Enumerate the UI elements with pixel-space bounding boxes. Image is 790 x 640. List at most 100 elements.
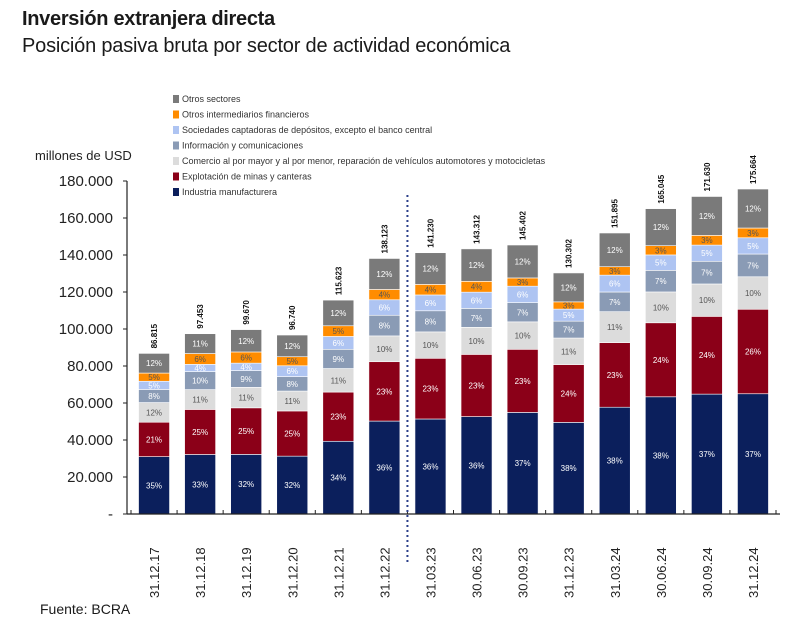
bar-segment <box>230 407 262 455</box>
bar-segment <box>322 391 355 442</box>
segment-label: 10% <box>422 341 438 350</box>
legend-label: Otros sectores <box>182 94 241 104</box>
segment-label: 3% <box>609 267 621 276</box>
bar-segment <box>552 364 585 423</box>
x-axis: 31.12.17 31.12.18 31.12.19 31.12.20 31.12.21… <box>127 195 780 598</box>
x-tick-label: 30.06.23 <box>470 547 485 598</box>
segment-label: 33% <box>192 480 208 489</box>
bar-segment <box>368 361 401 422</box>
segment-label: 23% <box>515 377 531 386</box>
legend: Otros sectores Otros intermediarios finan… <box>173 94 546 197</box>
x-tick-label: 31.12.17 <box>147 547 162 598</box>
legend-item: Otros intermediarios financieros <box>173 110 310 120</box>
segment-label: 10% <box>515 332 531 341</box>
segment-label: 12% <box>284 342 300 351</box>
segment-label: 5% <box>333 327 345 336</box>
bar-total-label: 141.230 <box>426 218 435 247</box>
bar-segment <box>460 248 493 282</box>
legend-item: Industria manufacturera <box>173 187 277 197</box>
bar-total-label: 145.402 <box>519 211 528 240</box>
legend-label: Otros intermediarios financieros <box>182 110 310 120</box>
segment-label: 12% <box>607 246 623 255</box>
segment-label: 7% <box>701 269 713 278</box>
segment-label: 4% <box>425 286 437 295</box>
y-axis-unit-label: millones de USD <box>35 148 132 163</box>
segment-label: 38% <box>561 464 577 473</box>
legend-item: Explotación de minas y canteras <box>173 172 312 182</box>
y-axis: - 20.000 40.000 60.000 80.000 100.000 120.000 1… <box>59 173 128 523</box>
segment-label: 25% <box>284 430 300 439</box>
bar-segment <box>184 454 216 515</box>
segment-label: 8% <box>425 317 437 326</box>
bar-segment <box>737 188 769 229</box>
bar-total-label: 138.123 <box>380 224 389 253</box>
segment-label: 11% <box>285 397 300 406</box>
bar-segment <box>645 208 677 246</box>
segment-label: 5% <box>563 311 575 320</box>
segment-label: 5% <box>148 381 160 390</box>
bar-segment <box>414 418 447 515</box>
bar-segment <box>184 333 216 354</box>
bar-segment <box>598 311 631 343</box>
bar-segment <box>737 308 769 395</box>
segment-label: 23% <box>607 371 623 380</box>
y-tick-label: 60.000 <box>67 395 113 412</box>
x-tick-label: 31.12.22 <box>377 547 392 598</box>
segment-label: 21% <box>146 435 162 444</box>
bar-segment <box>552 272 585 303</box>
segment-label: 37% <box>515 459 531 468</box>
y-tick-label: 100.000 <box>59 321 113 338</box>
bar-segment <box>737 276 769 310</box>
bar-segment <box>230 329 262 353</box>
segment-label: 24% <box>561 389 577 398</box>
segment-label: 6% <box>609 280 621 289</box>
bar-total-label: 99.670 <box>242 300 251 325</box>
bar-total-label: 151.895 <box>611 199 620 228</box>
bar-total-label: 165.045 <box>657 174 666 203</box>
segment-label: 38% <box>653 451 669 460</box>
legend-label: Sociedades captadoras de depósitos, exce… <box>182 125 432 135</box>
segment-label: 6% <box>194 355 206 364</box>
segment-label: 7% <box>471 314 483 323</box>
segment-label: 5% <box>148 373 160 382</box>
segment-label: 12% <box>376 270 392 279</box>
legend-item: Comercio al por mayor y al por menor, re… <box>173 156 546 166</box>
segment-label: 6% <box>471 296 483 305</box>
legend-swatch <box>173 172 179 181</box>
legend-swatch <box>173 188 179 196</box>
segment-label: 3% <box>747 229 759 238</box>
segment-label: 6% <box>379 304 391 313</box>
legend-item: Sociedades captadoras de depósitos, exce… <box>173 125 432 135</box>
segment-label: 23% <box>422 385 438 394</box>
x-tick-label: 31.12.18 <box>193 547 208 598</box>
segment-label: 10% <box>376 345 392 354</box>
y-tick-label: 40.000 <box>67 432 113 449</box>
legend-swatch <box>173 126 179 134</box>
segment-label: 5% <box>286 357 298 366</box>
x-tick-label: 31.12.21 <box>331 547 346 598</box>
bar-total-label: 96.740 <box>288 305 297 330</box>
segment-label: 11% <box>238 394 253 403</box>
segment-label: 7% <box>563 326 575 335</box>
bar-segment <box>322 440 355 515</box>
segment-label: 37% <box>699 450 715 459</box>
bar-stack: 36% 23% 10% 7% 6% 4% 12% 143.312 <box>460 214 493 515</box>
segment-label: 35% <box>146 481 162 490</box>
segment-label: 23% <box>330 413 346 422</box>
bar-stack: 33% 25% 11% 10% 4%6% 11% 97.453 <box>184 304 216 515</box>
y-tick-label: 180.000 <box>59 173 113 190</box>
segment-label: 4% <box>471 283 483 292</box>
segment-label: 6% <box>240 354 252 363</box>
segment-label: 36% <box>469 461 485 470</box>
bar-stack: 34% 23% 11% 9% 6% 5% 12% 115.623 <box>322 266 355 515</box>
segment-label: 10% <box>653 303 669 312</box>
y-tick-label: 120.000 <box>59 284 113 301</box>
segment-label: 23% <box>376 387 392 396</box>
legend-label: Información y comunicaciones <box>182 141 304 151</box>
segment-label: 32% <box>238 480 254 489</box>
segment-label: 11% <box>561 347 576 356</box>
segment-label: 38% <box>607 457 623 466</box>
x-tick-label: 31.12.19 <box>239 547 254 598</box>
segment-label: 4% <box>379 291 391 300</box>
